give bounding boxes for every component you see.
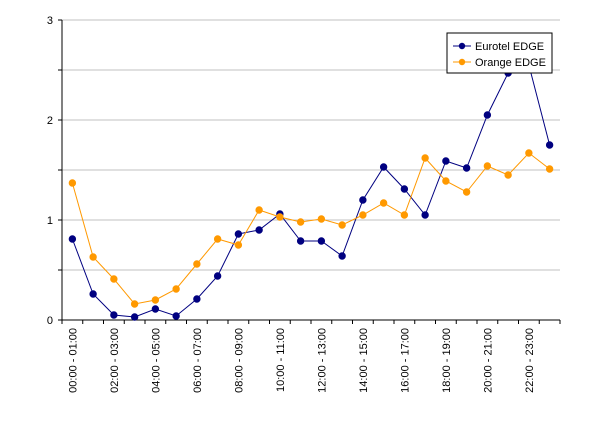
data-point (545, 141, 554, 149)
data-point (130, 313, 139, 321)
data-point (400, 211, 409, 219)
y-tick-label: 2 (47, 115, 53, 127)
data-point (400, 185, 409, 193)
x-tick-label: 18:00 - 19:00 (441, 328, 453, 393)
data-point (110, 311, 118, 319)
data-point (359, 211, 367, 219)
legend: Eurotel EDGE Orange EDGE (446, 32, 553, 74)
data-point (193, 295, 201, 303)
x-tick-label: 00:00 - 01:00 (67, 328, 79, 393)
data-point (421, 211, 429, 219)
legend-label: Eurotel EDGE (475, 41, 544, 53)
x-tick-label: 02:00 - 03:00 (109, 328, 121, 393)
legend-box (446, 32, 553, 74)
data-point (151, 305, 160, 313)
data-point (504, 171, 512, 179)
data-point (483, 162, 492, 170)
series-line (71, 64, 551, 318)
data-point (483, 111, 492, 119)
data-point (151, 296, 160, 304)
data-point (234, 241, 243, 249)
x-tick-label: 08:00 - 09:00 (233, 328, 245, 393)
y-tick-label: 0 (47, 315, 53, 327)
x-tick-label: 06:00 - 07:00 (192, 328, 204, 393)
y-axis-tick-labels: 0 1 2 3 (47, 15, 53, 327)
data-point (462, 188, 471, 196)
data-point (296, 237, 305, 245)
data-point (442, 177, 450, 185)
data-point (193, 260, 201, 268)
legend-marker (458, 58, 466, 66)
data-point (130, 300, 139, 308)
data-point (296, 218, 305, 226)
y-tick-label: 1 (47, 215, 53, 227)
series-1 (68, 61, 554, 321)
series-2 (68, 149, 554, 308)
x-tick-label: 10:00 - 11:00 (275, 328, 287, 392)
axes (58, 19, 561, 324)
legend-marker (458, 42, 466, 50)
data-point (379, 163, 388, 171)
data-point (172, 312, 180, 320)
data-point (213, 235, 222, 243)
legend-label: Orange EDGE (475, 57, 546, 69)
x-axis-tick-labels: 00:00 - 01:00 02:00 - 03:00 04:00 - 05:00 0… (67, 328, 536, 393)
data-point (525, 149, 533, 157)
x-tick-label: 14:00 - 15:00 (358, 328, 370, 393)
data-point (255, 226, 263, 234)
data-point (338, 221, 346, 229)
data-point (317, 237, 326, 245)
data-point (317, 215, 326, 223)
data-point (89, 290, 97, 298)
x-tick-label: 12:00 - 13:00 (316, 328, 328, 393)
legend-item: Eurotel EDGE (453, 41, 544, 53)
data-point (213, 272, 222, 280)
data-point (68, 235, 77, 243)
data-point (338, 252, 346, 260)
legend-item: Orange EDGE (453, 57, 546, 69)
data-point (172, 285, 180, 293)
data-point (462, 164, 471, 172)
data-point (68, 179, 77, 187)
x-tick-label: 04:00 - 05:00 (150, 328, 162, 393)
x-tick-label: 16:00 - 17:00 (399, 328, 411, 393)
series-layer (68, 61, 554, 321)
data-point (255, 206, 263, 214)
data-point (110, 275, 118, 283)
series-line (71, 152, 550, 305)
data-point (359, 196, 367, 204)
data-point (234, 230, 243, 238)
data-point (421, 154, 429, 162)
data-point (276, 213, 284, 221)
data-point (442, 157, 450, 165)
gridlines (62, 19, 560, 271)
y-tick-label: 3 (47, 15, 53, 27)
x-tick-label: 22:00 - 23:00 (524, 328, 536, 393)
data-point (89, 253, 97, 261)
x-tick-label: 20:00 - 21:00 (482, 328, 494, 393)
data-point (379, 199, 388, 207)
data-point (545, 165, 554, 173)
